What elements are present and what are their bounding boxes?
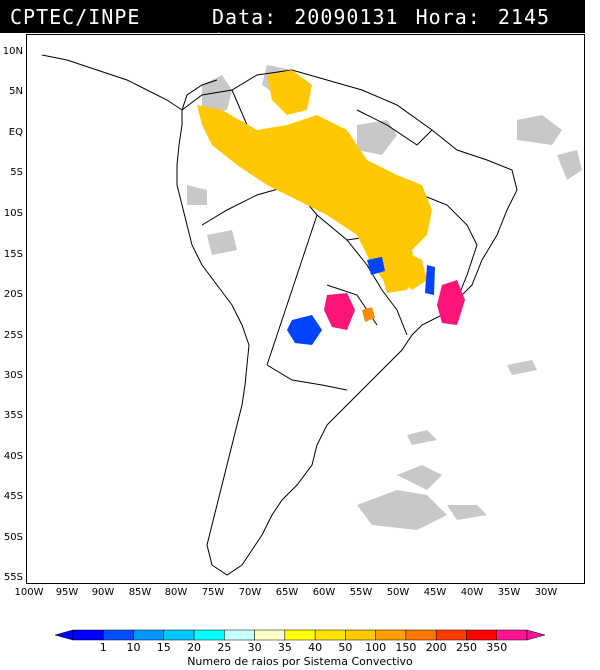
legend-swatch [466, 629, 497, 641]
lat-label: 5N [9, 86, 23, 97]
legend-tick-label: 25 [217, 641, 231, 654]
cloud-area [447, 505, 487, 520]
legend-arrow-right [526, 629, 546, 641]
lightning-cluster-yellow [267, 70, 312, 115]
legend-swatch [375, 629, 407, 641]
lon-label: 90W [91, 587, 115, 598]
lon-label: 95W [55, 587, 79, 598]
legend-swatch [284, 629, 316, 641]
south-america-coastline [176, 69, 518, 576]
border-line [421, 194, 478, 301]
legend-swatch [405, 629, 437, 641]
legend-svg: 1 10 15 20 25 30 35 40 50 100 150 200 250 350 [54, 629, 546, 654]
legend-swatch [193, 629, 225, 641]
lon-label: 45W [423, 587, 447, 598]
legend-tick-label: 40 [308, 641, 322, 654]
legend-tick-label: 15 [157, 641, 171, 654]
lightning-cluster-magenta [324, 293, 355, 330]
lightning-cluster-blue [367, 257, 385, 275]
legend-tick-label: 30 [248, 641, 262, 654]
legend-swatch [103, 629, 134, 641]
legend-swatch [72, 629, 104, 641]
legend-tick-label: 20 [187, 641, 201, 654]
lon-label: 60W [312, 587, 336, 598]
legend-swatch [345, 629, 376, 641]
legend-arrow-left [54, 629, 74, 641]
lon-label: 35W [497, 587, 521, 598]
legend-tick-label: 50 [338, 641, 352, 654]
lat-label: EQ [8, 127, 23, 138]
lightning-cluster-yellow [197, 105, 432, 290]
map-svg [41, 54, 582, 576]
lon-label: 85W [128, 587, 152, 598]
lat-label: 10S [3, 208, 23, 219]
caribbean-coast [181, 79, 218, 111]
lon-label: 55W [349, 587, 373, 598]
cloud-area [397, 465, 442, 490]
legend-tick-label: 10 [127, 641, 141, 654]
legend-tick-label: 150 [395, 641, 416, 654]
lat-label: 40S [3, 451, 23, 462]
lightning-cluster-magenta [437, 280, 465, 325]
central-america-coastline [41, 54, 183, 111]
cloud-area [187, 185, 207, 205]
header-bar: CPTEC/INPE Data: 20090131 Hora: 2145 GMT [0, 0, 585, 53]
convective-systems [197, 70, 465, 345]
border-line [266, 364, 348, 391]
cloud-area [517, 115, 562, 145]
lon-label: 65W [275, 587, 299, 598]
legend-tick-label: 35 [278, 641, 292, 654]
legend-swatch [224, 629, 255, 641]
cloud-area [202, 75, 232, 115]
cloud-area [207, 230, 237, 255]
cloud-areas [187, 65, 582, 530]
legend-tick-label: 100 [365, 641, 386, 654]
lat-label: 35S [3, 410, 23, 421]
legend-swatch [133, 629, 165, 641]
lon-label: 50W [386, 587, 410, 598]
source-label: CPTEC/INPE [10, 5, 141, 29]
lat-label: 25S [3, 330, 23, 341]
legend-swatch [435, 629, 467, 641]
lon-label: 40W [460, 587, 484, 598]
lightning-cluster-blue [287, 315, 322, 345]
lon-label: 30W [534, 587, 558, 598]
lat-label: 5S [10, 167, 23, 178]
lightning-cluster-blue [425, 265, 435, 295]
cloud-area [357, 120, 397, 155]
legend-tick-label: 250 [456, 641, 477, 654]
legend-title: Numero de raios por Sistema Convectivo [187, 655, 413, 668]
lightning-cluster-orange [362, 307, 375, 322]
lat-label: 55S [3, 572, 23, 583]
cloud-area [507, 360, 537, 375]
lightning-cluster-yellow [397, 250, 427, 290]
cloud-area [557, 150, 582, 180]
map-frame [26, 34, 585, 584]
lightning-cluster-yellow [382, 275, 407, 293]
lon-label: 70W [238, 587, 262, 598]
border-line [201, 184, 293, 226]
lat-label: 45S [3, 491, 23, 502]
lat-label: 10N [2, 46, 23, 57]
lightning-cluster-yellow [362, 220, 392, 255]
color-legend: 1 10 15 20 25 30 35 40 50 100 150 200 250 350 [54, 628, 546, 656]
legend-swatch [496, 629, 528, 641]
legend-tick-label: 350 [486, 641, 507, 654]
legend-swatch [163, 629, 195, 641]
cloud-area [407, 430, 437, 445]
lon-label: 80W [164, 587, 188, 598]
legend-swatch [254, 629, 286, 641]
legend-tick-label: 200 [426, 641, 447, 654]
lon-label: 75W [201, 587, 225, 598]
lat-label: 20S [3, 289, 23, 300]
lat-label: 15S [3, 249, 23, 260]
lon-label: 100W [14, 587, 44, 598]
cloud-area [357, 490, 447, 530]
lat-label: 30S [3, 370, 23, 381]
lat-label: 50S [3, 532, 23, 543]
border-line [266, 214, 318, 366]
legend-tick-label: 1 [100, 641, 107, 654]
border-line [356, 109, 433, 146]
legend-swatch [314, 629, 346, 641]
